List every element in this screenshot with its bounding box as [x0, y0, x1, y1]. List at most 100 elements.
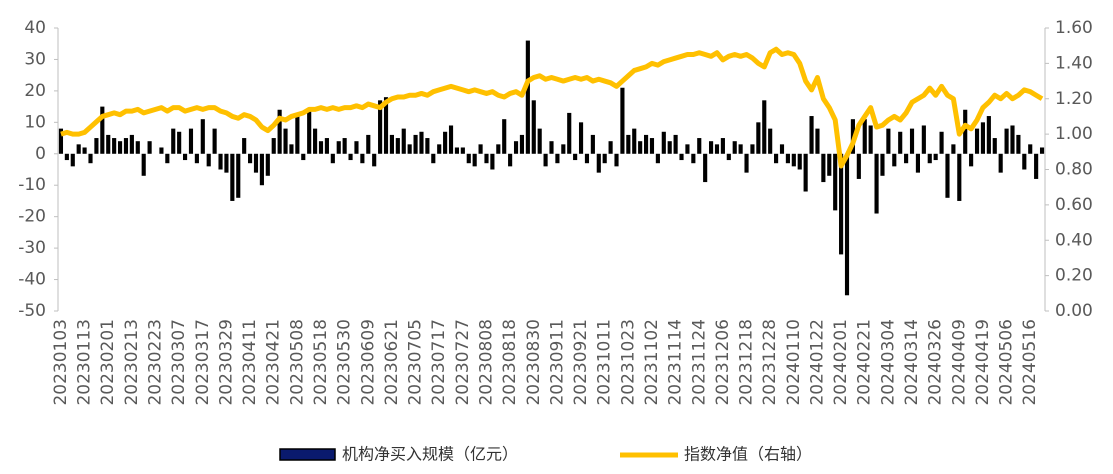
x-tick-label: 20240326	[926, 319, 946, 406]
y-tick-label: 20	[24, 81, 46, 101]
bar	[543, 153, 548, 167]
bar	[974, 128, 980, 154]
bar	[496, 144, 501, 154]
x-tick-label: 20240304	[878, 319, 898, 406]
bar	[271, 138, 276, 154]
bar	[218, 153, 223, 170]
bar	[992, 138, 997, 154]
bar	[649, 138, 655, 154]
x-tick-label: 20240419	[973, 319, 993, 406]
bar	[549, 141, 554, 154]
bar	[839, 153, 844, 255]
x-tick-label: 20230818	[500, 319, 520, 406]
bar	[921, 125, 926, 154]
bar	[324, 138, 329, 154]
bar	[513, 141, 519, 154]
bar	[277, 109, 282, 154]
bar	[844, 153, 850, 296]
bar	[986, 116, 991, 154]
bar	[531, 100, 536, 154]
bar	[431, 153, 436, 164]
bar	[590, 134, 595, 154]
bar	[1028, 144, 1033, 154]
bar	[159, 147, 164, 154]
bar	[177, 131, 182, 154]
y-tick-label: -40	[18, 270, 46, 290]
bar	[407, 144, 412, 154]
x-tick-label: 20230411	[240, 319, 260, 406]
bar	[383, 97, 389, 154]
y-tick-label: 10	[24, 112, 46, 132]
bar	[744, 153, 749, 173]
x-tick-label: 20230329	[216, 319, 236, 406]
bar	[372, 153, 377, 167]
line	[60, 46, 1044, 169]
bar	[614, 153, 619, 167]
y2-tick-label: 1.60	[1055, 18, 1093, 38]
bar	[76, 144, 81, 154]
x-tick-label: 20240110	[784, 319, 804, 406]
y2-tick-label: 0.60	[1055, 195, 1093, 215]
bar	[454, 147, 460, 154]
bar	[709, 141, 714, 154]
bar	[933, 153, 938, 161]
bar	[289, 144, 294, 154]
bar	[123, 138, 129, 154]
bar	[224, 153, 229, 173]
bar	[856, 153, 861, 179]
bar	[756, 122, 761, 154]
legend-label: 机构净买入规模（亿元）	[342, 445, 518, 464]
bar	[1004, 128, 1009, 154]
x-tick-label: 20230530	[335, 319, 355, 406]
x-tick-label: 20230727	[453, 319, 473, 406]
bar	[1022, 153, 1027, 170]
bar	[738, 144, 743, 154]
bar	[295, 116, 300, 154]
bar	[200, 119, 205, 154]
x-tick-label: 20230621	[382, 319, 402, 406]
bar	[336, 141, 341, 154]
bar	[437, 144, 442, 154]
bar	[969, 153, 974, 167]
bar	[265, 153, 270, 176]
bar	[1016, 134, 1021, 154]
bar	[525, 40, 530, 154]
bar	[939, 131, 944, 154]
bar	[466, 153, 471, 164]
bar	[242, 138, 247, 154]
legend-swatch	[279, 448, 336, 461]
x-tick-label: 20230113	[75, 319, 95, 406]
y-tick-label: 0	[35, 144, 46, 164]
bar	[472, 153, 477, 167]
y2-tick-label: 1.00	[1055, 124, 1093, 144]
bar	[797, 153, 802, 170]
bar	[443, 131, 448, 154]
bar	[880, 153, 885, 176]
bar	[567, 112, 572, 154]
y2-tick-label: 1.20	[1055, 89, 1093, 109]
bar	[313, 128, 318, 154]
y-tick-label: 40	[24, 18, 46, 38]
bar	[389, 134, 394, 154]
x-tick-label: 20240516	[1020, 319, 1040, 406]
bar	[378, 100, 383, 154]
bar	[395, 138, 400, 154]
bar	[206, 153, 211, 167]
bar	[508, 153, 513, 167]
bar	[1039, 147, 1045, 154]
x-tick-label: 20231206	[713, 319, 733, 406]
y-tick-label: -50	[18, 301, 46, 321]
bar	[679, 153, 684, 161]
bar	[88, 153, 93, 164]
y2-tick-label: 0.00	[1055, 301, 1093, 321]
bar	[667, 141, 672, 154]
bar	[927, 153, 932, 164]
x-tick-label: 20240201	[831, 319, 851, 406]
bar	[135, 141, 140, 154]
x-tick-label: 20230830	[524, 319, 544, 406]
x-tick-label: 20230307	[169, 319, 189, 406]
y2-tick-label: 0.20	[1055, 266, 1093, 286]
bar	[638, 141, 643, 154]
bar	[714, 144, 720, 154]
bar	[632, 128, 637, 154]
